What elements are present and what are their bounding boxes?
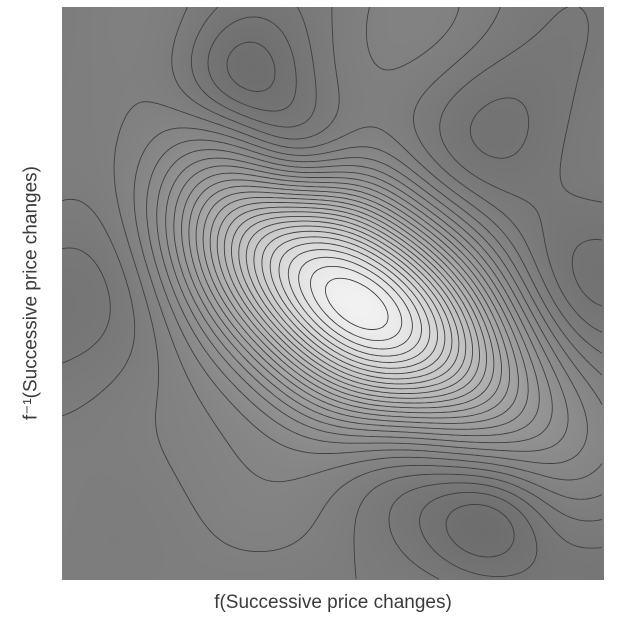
contour-plot-area bbox=[62, 7, 604, 580]
x-axis-label: f(Successive price changes) bbox=[214, 592, 452, 613]
contour-lines bbox=[62, 7, 603, 580]
contour-line-set bbox=[62, 7, 603, 580]
y-axis-label: f⁻¹(Successive price changes) bbox=[20, 166, 42, 420]
